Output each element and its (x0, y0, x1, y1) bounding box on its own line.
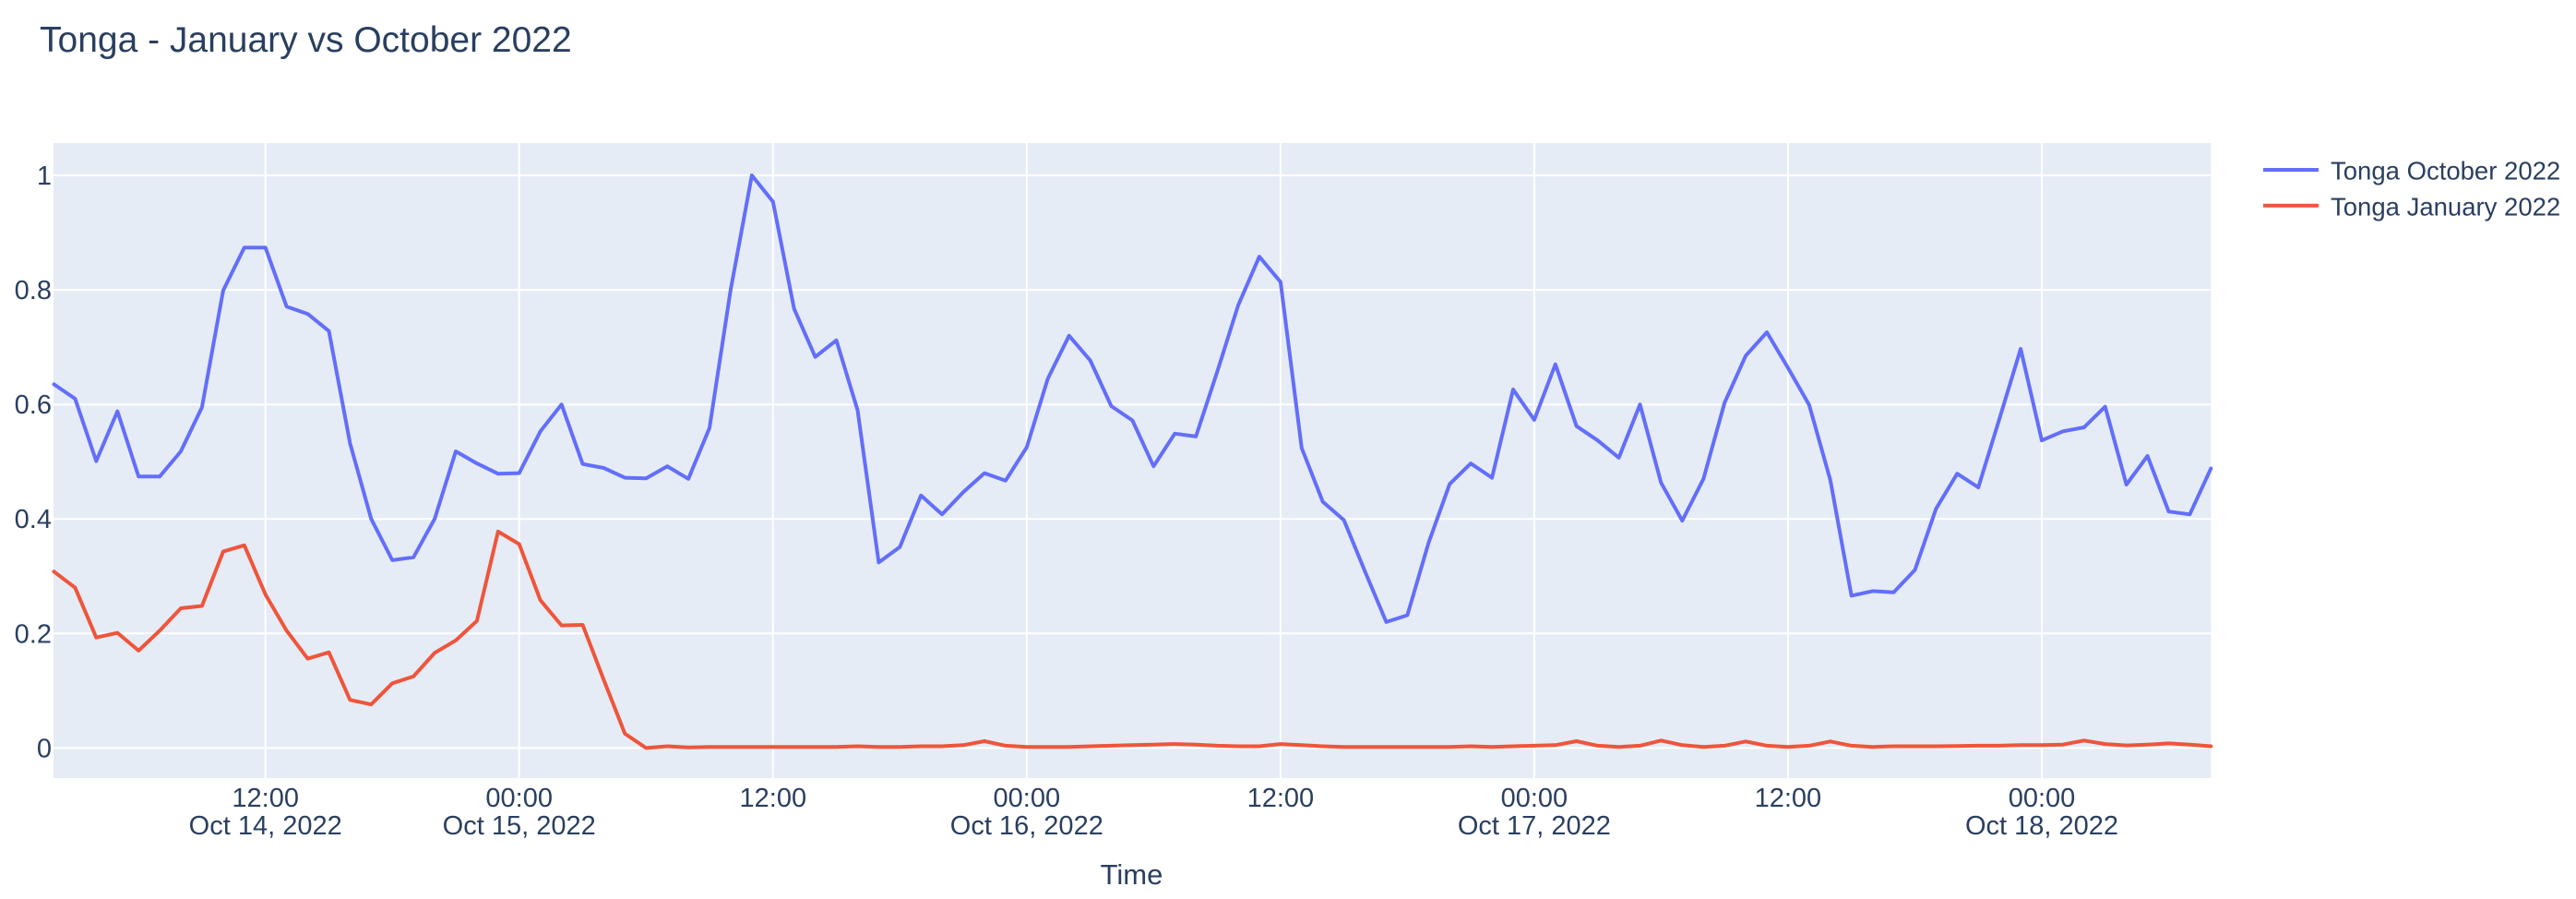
svg-text:12:00: 12:00 (740, 784, 807, 813)
svg-text:00:00: 00:00 (994, 784, 1061, 813)
svg-text:Oct 14, 2022: Oct 14, 2022 (189, 811, 342, 841)
svg-text:00:00: 00:00 (485, 784, 553, 813)
svg-text:Oct 16, 2022: Oct 16, 2022 (950, 811, 1103, 841)
svg-text:Oct 17, 2022: Oct 17, 2022 (1458, 811, 1611, 841)
svg-text:Tonga October 2022: Tonga October 2022 (2331, 157, 2560, 186)
svg-text:0.2: 0.2 (15, 619, 52, 649)
svg-text:Tonga January 2022: Tonga January 2022 (2331, 192, 2560, 221)
svg-text:0.6: 0.6 (15, 390, 52, 420)
svg-text:00:00: 00:00 (1501, 784, 1568, 813)
svg-text:12:00: 12:00 (1247, 784, 1315, 813)
svg-text:Tonga - January vs October 202: Tonga - January vs October 2022 (40, 20, 572, 60)
svg-text:Oct 15, 2022: Oct 15, 2022 (443, 811, 596, 841)
svg-text:00:00: 00:00 (2009, 784, 2076, 813)
svg-text:1: 1 (37, 162, 52, 191)
svg-text:0: 0 (37, 734, 52, 763)
svg-text:12:00: 12:00 (1755, 784, 1822, 813)
svg-text:0.4: 0.4 (15, 505, 52, 534)
svg-text:0.8: 0.8 (15, 276, 52, 306)
svg-text:Oct 18, 2022: Oct 18, 2022 (1965, 811, 2118, 841)
svg-text:12:00: 12:00 (232, 784, 299, 813)
svg-text:Time: Time (1101, 858, 1163, 891)
